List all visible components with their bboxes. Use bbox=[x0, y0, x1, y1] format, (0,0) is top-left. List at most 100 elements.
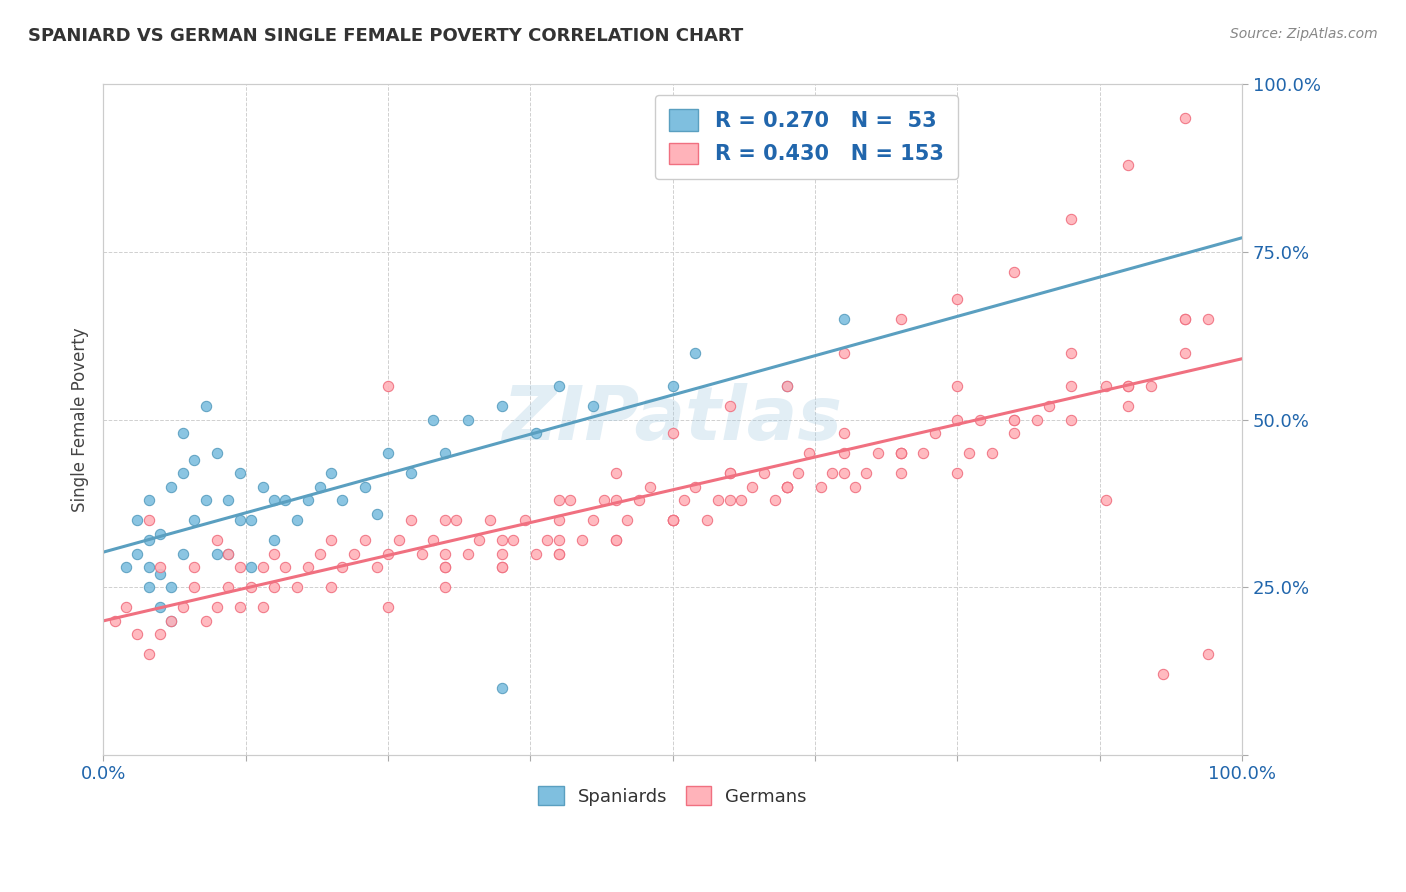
Point bbox=[263, 547, 285, 561]
Point bbox=[319, 580, 342, 594]
Point bbox=[661, 513, 683, 527]
Point bbox=[661, 379, 683, 393]
Point bbox=[479, 513, 502, 527]
Point bbox=[252, 560, 274, 574]
Point bbox=[661, 513, 683, 527]
Point bbox=[274, 560, 297, 574]
Point bbox=[661, 513, 683, 527]
Point bbox=[775, 480, 797, 494]
Point bbox=[661, 426, 683, 441]
Point bbox=[433, 560, 456, 574]
Point bbox=[969, 412, 991, 426]
Point bbox=[1174, 312, 1197, 326]
Point bbox=[468, 533, 491, 548]
Point bbox=[205, 446, 228, 460]
Point bbox=[491, 560, 513, 574]
Point bbox=[1094, 379, 1116, 393]
Point bbox=[149, 560, 172, 574]
Point bbox=[229, 467, 252, 481]
Point bbox=[661, 513, 683, 527]
Point bbox=[457, 547, 479, 561]
Point bbox=[1197, 648, 1219, 662]
Point bbox=[1094, 493, 1116, 508]
Point bbox=[194, 493, 217, 508]
Point bbox=[752, 467, 775, 481]
Point bbox=[1026, 412, 1049, 426]
Point bbox=[775, 379, 797, 393]
Point bbox=[718, 399, 741, 413]
Point bbox=[946, 292, 969, 306]
Text: ZIPatlas: ZIPatlas bbox=[503, 384, 842, 456]
Point bbox=[1118, 379, 1140, 393]
Point bbox=[1004, 426, 1026, 441]
Point bbox=[160, 614, 183, 628]
Point bbox=[229, 560, 252, 574]
Point bbox=[1060, 211, 1083, 226]
Point bbox=[377, 600, 399, 615]
Point bbox=[775, 379, 797, 393]
Point bbox=[524, 426, 547, 441]
Point bbox=[138, 580, 160, 594]
Point bbox=[889, 467, 911, 481]
Point bbox=[605, 533, 627, 548]
Point bbox=[138, 533, 160, 548]
Point bbox=[285, 513, 308, 527]
Point bbox=[457, 412, 479, 426]
Point bbox=[889, 446, 911, 460]
Point bbox=[491, 547, 513, 561]
Point bbox=[1140, 379, 1163, 393]
Point bbox=[160, 580, 183, 594]
Point bbox=[388, 533, 411, 548]
Point bbox=[240, 560, 263, 574]
Point bbox=[1060, 345, 1083, 359]
Point bbox=[115, 600, 138, 615]
Point bbox=[115, 560, 138, 574]
Point bbox=[127, 547, 149, 561]
Point bbox=[718, 467, 741, 481]
Point bbox=[1004, 412, 1026, 426]
Text: SPANIARD VS GERMAN SINGLE FEMALE POVERTY CORRELATION CHART: SPANIARD VS GERMAN SINGLE FEMALE POVERTY… bbox=[28, 27, 744, 45]
Point bbox=[866, 446, 889, 460]
Point bbox=[377, 379, 399, 393]
Point bbox=[775, 480, 797, 494]
Point bbox=[297, 560, 319, 574]
Point bbox=[1060, 379, 1083, 393]
Point bbox=[138, 648, 160, 662]
Point bbox=[832, 312, 855, 326]
Point bbox=[217, 493, 239, 508]
Point bbox=[138, 513, 160, 527]
Point bbox=[718, 467, 741, 481]
Point bbox=[832, 446, 855, 460]
Point bbox=[889, 312, 911, 326]
Point bbox=[980, 446, 1002, 460]
Point bbox=[319, 533, 342, 548]
Point bbox=[946, 467, 969, 481]
Point bbox=[1118, 379, 1140, 393]
Point bbox=[832, 345, 855, 359]
Point bbox=[263, 493, 285, 508]
Point bbox=[274, 493, 297, 508]
Point bbox=[183, 453, 205, 467]
Point bbox=[149, 566, 172, 581]
Point bbox=[217, 547, 239, 561]
Point bbox=[524, 547, 547, 561]
Point bbox=[217, 547, 239, 561]
Point bbox=[308, 480, 330, 494]
Point bbox=[205, 547, 228, 561]
Point bbox=[957, 446, 980, 460]
Point bbox=[1174, 111, 1197, 125]
Point bbox=[1060, 412, 1083, 426]
Point bbox=[263, 533, 285, 548]
Point bbox=[172, 426, 194, 441]
Point bbox=[1118, 399, 1140, 413]
Point bbox=[775, 480, 797, 494]
Point bbox=[799, 446, 821, 460]
Point bbox=[889, 446, 911, 460]
Point bbox=[229, 513, 252, 527]
Point bbox=[1118, 158, 1140, 172]
Point bbox=[560, 493, 582, 508]
Point bbox=[605, 533, 627, 548]
Point bbox=[775, 480, 797, 494]
Point bbox=[330, 493, 353, 508]
Point bbox=[399, 513, 422, 527]
